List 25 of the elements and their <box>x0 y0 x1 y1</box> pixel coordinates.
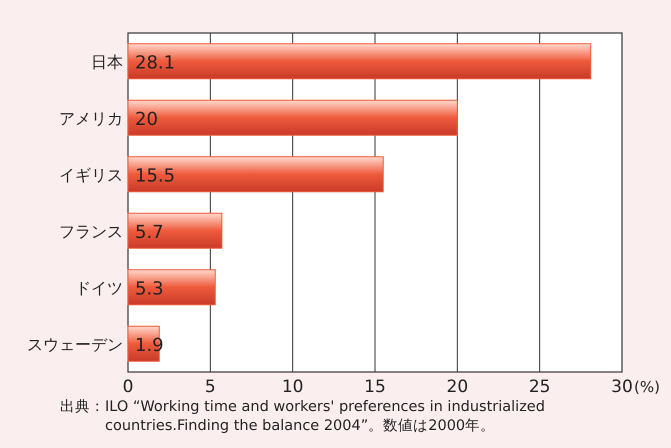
bar <box>128 156 384 192</box>
y-tick-label: イギリス <box>59 165 123 184</box>
data-label: 28.1 <box>135 52 176 74</box>
bar <box>128 43 592 80</box>
data-label: 5.3 <box>135 278 164 300</box>
x-tick-label: 10 <box>282 377 304 397</box>
y-tick-label: 日本 <box>91 52 123 72</box>
bar <box>128 100 458 136</box>
x-tick-label: 0 <box>122 377 134 397</box>
y-tick-label: ドイツ <box>75 278 123 298</box>
y-tick-label: フランス <box>59 222 123 241</box>
data-label: 5.7 <box>135 222 164 243</box>
y-tick-label: アメリカ <box>59 108 123 128</box>
source-note: 出典：ILO “Working time and workers' preferences in industrialized countries.Finding the balance 2004”。数値は2000年。 <box>60 398 546 436</box>
data-label: 15.5 <box>135 165 176 186</box>
data-label: 20 <box>135 108 158 130</box>
x-tick-label: 25 <box>528 377 550 397</box>
x-tick-label: 15 <box>364 377 386 397</box>
x-axis-title: (%) <box>634 378 660 396</box>
bar <box>128 269 216 306</box>
x-tick-label: 5 <box>204 377 216 397</box>
y-tick-label: スウェーデン <box>27 334 123 354</box>
x-tick-label: 30 <box>611 377 633 397</box>
x-tick-label: 20 <box>446 377 468 397</box>
bar <box>128 212 222 249</box>
